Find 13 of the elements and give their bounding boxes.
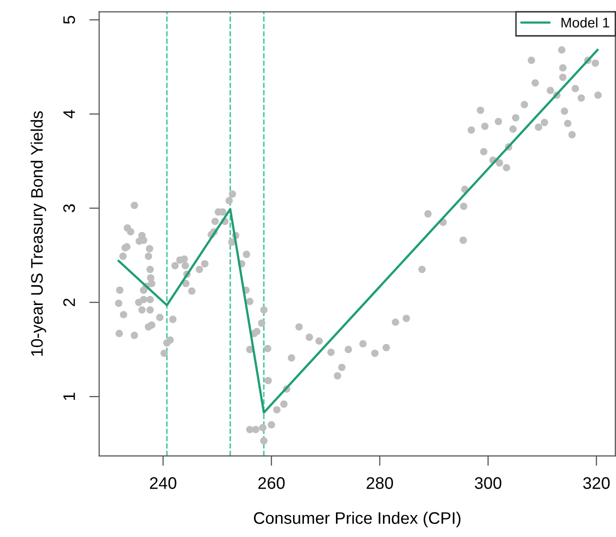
x-tick-label: 320 bbox=[583, 477, 610, 489]
y-tick-label: 4 bbox=[63, 110, 75, 118]
legend-label: Model 1 bbox=[562, 17, 610, 28]
x-tick-label: 300 bbox=[474, 477, 502, 489]
x-tick-label: 280 bbox=[366, 477, 394, 489]
y-tick-label: 5 bbox=[63, 16, 76, 24]
y-axis-title: 10-year US Treasury Bond Yields bbox=[30, 111, 46, 356]
y-tick-label: 2 bbox=[63, 298, 75, 306]
x-tick-label: 240 bbox=[150, 477, 176, 489]
x-axis-title: Consumer Price Index (CPI) bbox=[254, 512, 460, 528]
y-tick-label: 1 bbox=[63, 392, 75, 400]
x-tick-label: 260 bbox=[258, 477, 285, 489]
y-tick-label: 3 bbox=[63, 204, 76, 212]
